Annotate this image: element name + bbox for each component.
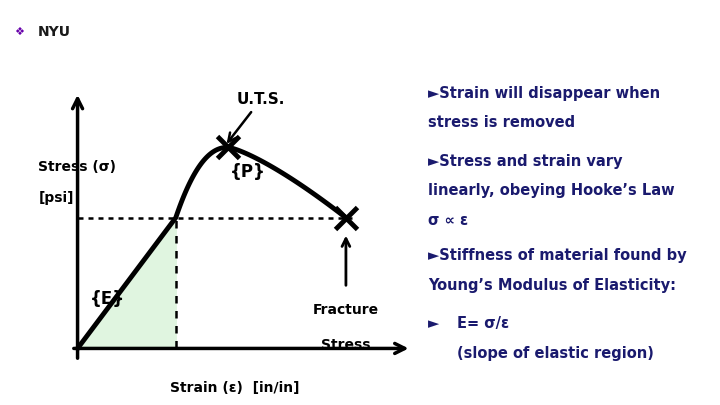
Text: Stress (σ): Stress (σ) xyxy=(38,160,117,175)
Text: ►Stiffness of material found by: ►Stiffness of material found by xyxy=(428,248,687,263)
Text: POLYTECHNIC SCHOOL: POLYTECHNIC SCHOOL xyxy=(91,20,176,26)
Text: {P}: {P} xyxy=(230,164,266,181)
Text: NYU: NYU xyxy=(38,25,71,39)
Text: linearly, obeying Hooke’s Law: linearly, obeying Hooke’s Law xyxy=(428,183,675,198)
Text: {E}: {E} xyxy=(89,290,125,308)
Text: stress is removed: stress is removed xyxy=(428,115,575,130)
Text: ►Stress and strain vary: ►Stress and strain vary xyxy=(428,154,623,169)
Text: OF ENGINEERING: OF ENGINEERING xyxy=(91,43,156,49)
FancyBboxPatch shape xyxy=(9,5,81,62)
Text: Stress-Strain Graph: Stress-Strain Graph xyxy=(263,19,572,47)
Text: ►: ► xyxy=(428,316,440,331)
Text: ❖: ❖ xyxy=(14,27,24,37)
Text: [psi]: [psi] xyxy=(38,191,73,205)
Text: U.T.S.: U.T.S. xyxy=(228,92,285,142)
Text: ►Strain will disappear when: ►Strain will disappear when xyxy=(428,86,660,101)
Text: σ ∝ ε: σ ∝ ε xyxy=(428,213,469,228)
Text: Young’s Modulus of Elasticity:: Young’s Modulus of Elasticity: xyxy=(428,278,676,293)
Text: (slope of elastic region): (slope of elastic region) xyxy=(457,346,654,361)
Text: E= σ/ε: E= σ/ε xyxy=(457,316,509,331)
Text: Stress: Stress xyxy=(321,339,371,352)
Text: Strain (ε)  [in/in]: Strain (ε) [in/in] xyxy=(170,381,300,395)
Text: Fracture: Fracture xyxy=(313,303,379,317)
